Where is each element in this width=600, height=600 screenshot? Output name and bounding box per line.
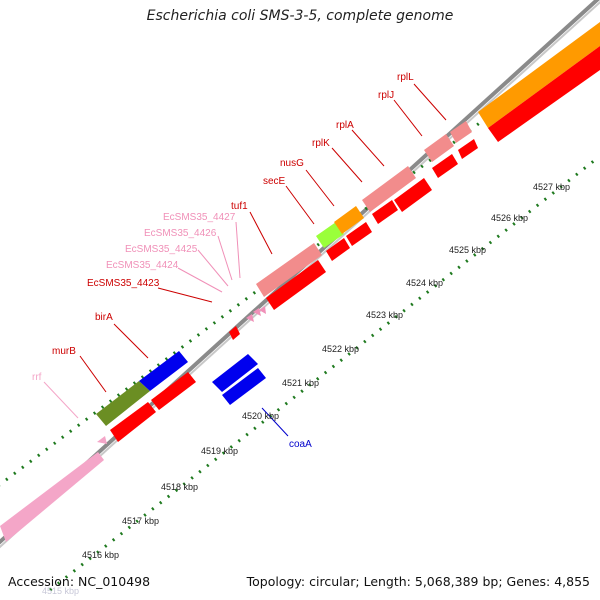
nusG-cds-feature [346,222,372,246]
murB-feature [96,381,150,426]
tick-label: 4525 kbp [449,245,486,255]
label-leader-lines [43,83,447,437]
birA-feature [139,351,188,391]
birA-leader [113,323,149,359]
rrf-region-feature [0,452,104,542]
rplA-leader [351,129,385,167]
tick-label: 4524 kbp [406,278,443,288]
rplK-leader [331,147,363,183]
EcSMS35_4425-leader [197,249,229,287]
coaA-feature-2 [222,368,266,405]
tuf1-leader [249,211,273,255]
rplJ-cds-feature [432,154,458,178]
gene-label: EcSMS35_4426 [144,228,217,239]
tick-label: 4521 kbp [282,378,319,388]
EcSMS35_4426-feature [259,306,266,314]
gene-label: murB [52,346,76,357]
gene-label: rplK [312,138,330,149]
tick-label: 4515 kbp [42,586,79,596]
accession-label: Accession: NC_010498 [8,574,151,589]
tick-label: 4516 kbp [82,550,119,560]
EcSMS35_4424-leader [177,267,223,293]
gene-label: secE [263,176,286,187]
rplL-cds-feature [458,139,478,159]
tick-label: 4519 kbp [201,446,238,456]
coaA-feature-1 [212,354,258,392]
gene-label: rplL [397,72,414,83]
nusG-feature [334,206,364,234]
tuf1-feature-red [266,260,326,310]
tuf1-feature-pink [256,243,322,297]
gene-label: EcSMS35_4423 [87,278,160,289]
gene-label: EcSMS35_4424 [106,260,179,271]
secE-feature [316,222,344,248]
gene-label: tuf1 [231,201,248,212]
gene-label: rplA [336,120,354,131]
tick-label: 4527 kbp [533,182,570,192]
gene-label: nusG [280,158,304,169]
gene-label: coaA [289,439,312,450]
EcSMS35_4423-feature [229,326,240,340]
rplL-feature-pink [450,121,472,143]
gene-label: birA [95,312,113,323]
red-top-right-feature [488,46,600,142]
map-title: Escherichia coli SMS-3-5, complete genom… [146,8,454,24]
rplK-feature-pink [362,166,416,212]
gene-label-layer: rrf murB birA EcSMS35_4423 EcSMS35_4424 … [32,72,414,450]
coaA-leader [261,407,289,437]
tick-label: 4518 kbp [161,482,198,492]
tick-label: 4517 kbp [122,516,159,526]
rplK-cds-feature [372,200,398,224]
tick-label: 4523 kbp [366,310,403,320]
rplJ-feature-pink [424,134,454,162]
gene-label: EcSMS35_4427 [163,212,236,223]
feature-arrows [0,22,600,542]
murB-cds-feature [110,402,156,442]
orange-rrna-feature [478,22,600,128]
rplA-cds-feature [394,178,432,212]
tick-label: 4526 kbp [491,213,528,223]
topology-label: Topology: circular; Length: 5,068,389 bp… [246,574,590,589]
tick-label: 4520 kbp [242,411,279,421]
EcSMS35_4426-leader [217,235,233,281]
murB-leader [79,355,107,393]
gene-label: rplJ [378,90,394,101]
gene-label: EcSMS35_4425 [125,244,198,255]
rrf-leader [43,381,79,419]
scale-tick-labels: 4515 kbp 4516 kbp 4517 kbp 4518 kbp 4519… [42,182,570,596]
small-pink-arrow-feature [97,436,107,444]
tick-label: 4522 kbp [322,344,359,354]
secE-cds-feature [326,238,350,261]
nusG-leader [305,169,335,207]
EcSMS35_4427-leader [235,221,241,279]
rplJ-leader [393,99,423,137]
birA-cds-feature [151,372,196,410]
gene-label: rrf [32,372,42,383]
rplL-leader [413,83,447,121]
secE-leader [285,185,315,225]
EcSMS35_4423-leader [157,287,213,303]
EcSMS35_4424-feature [246,314,254,322]
